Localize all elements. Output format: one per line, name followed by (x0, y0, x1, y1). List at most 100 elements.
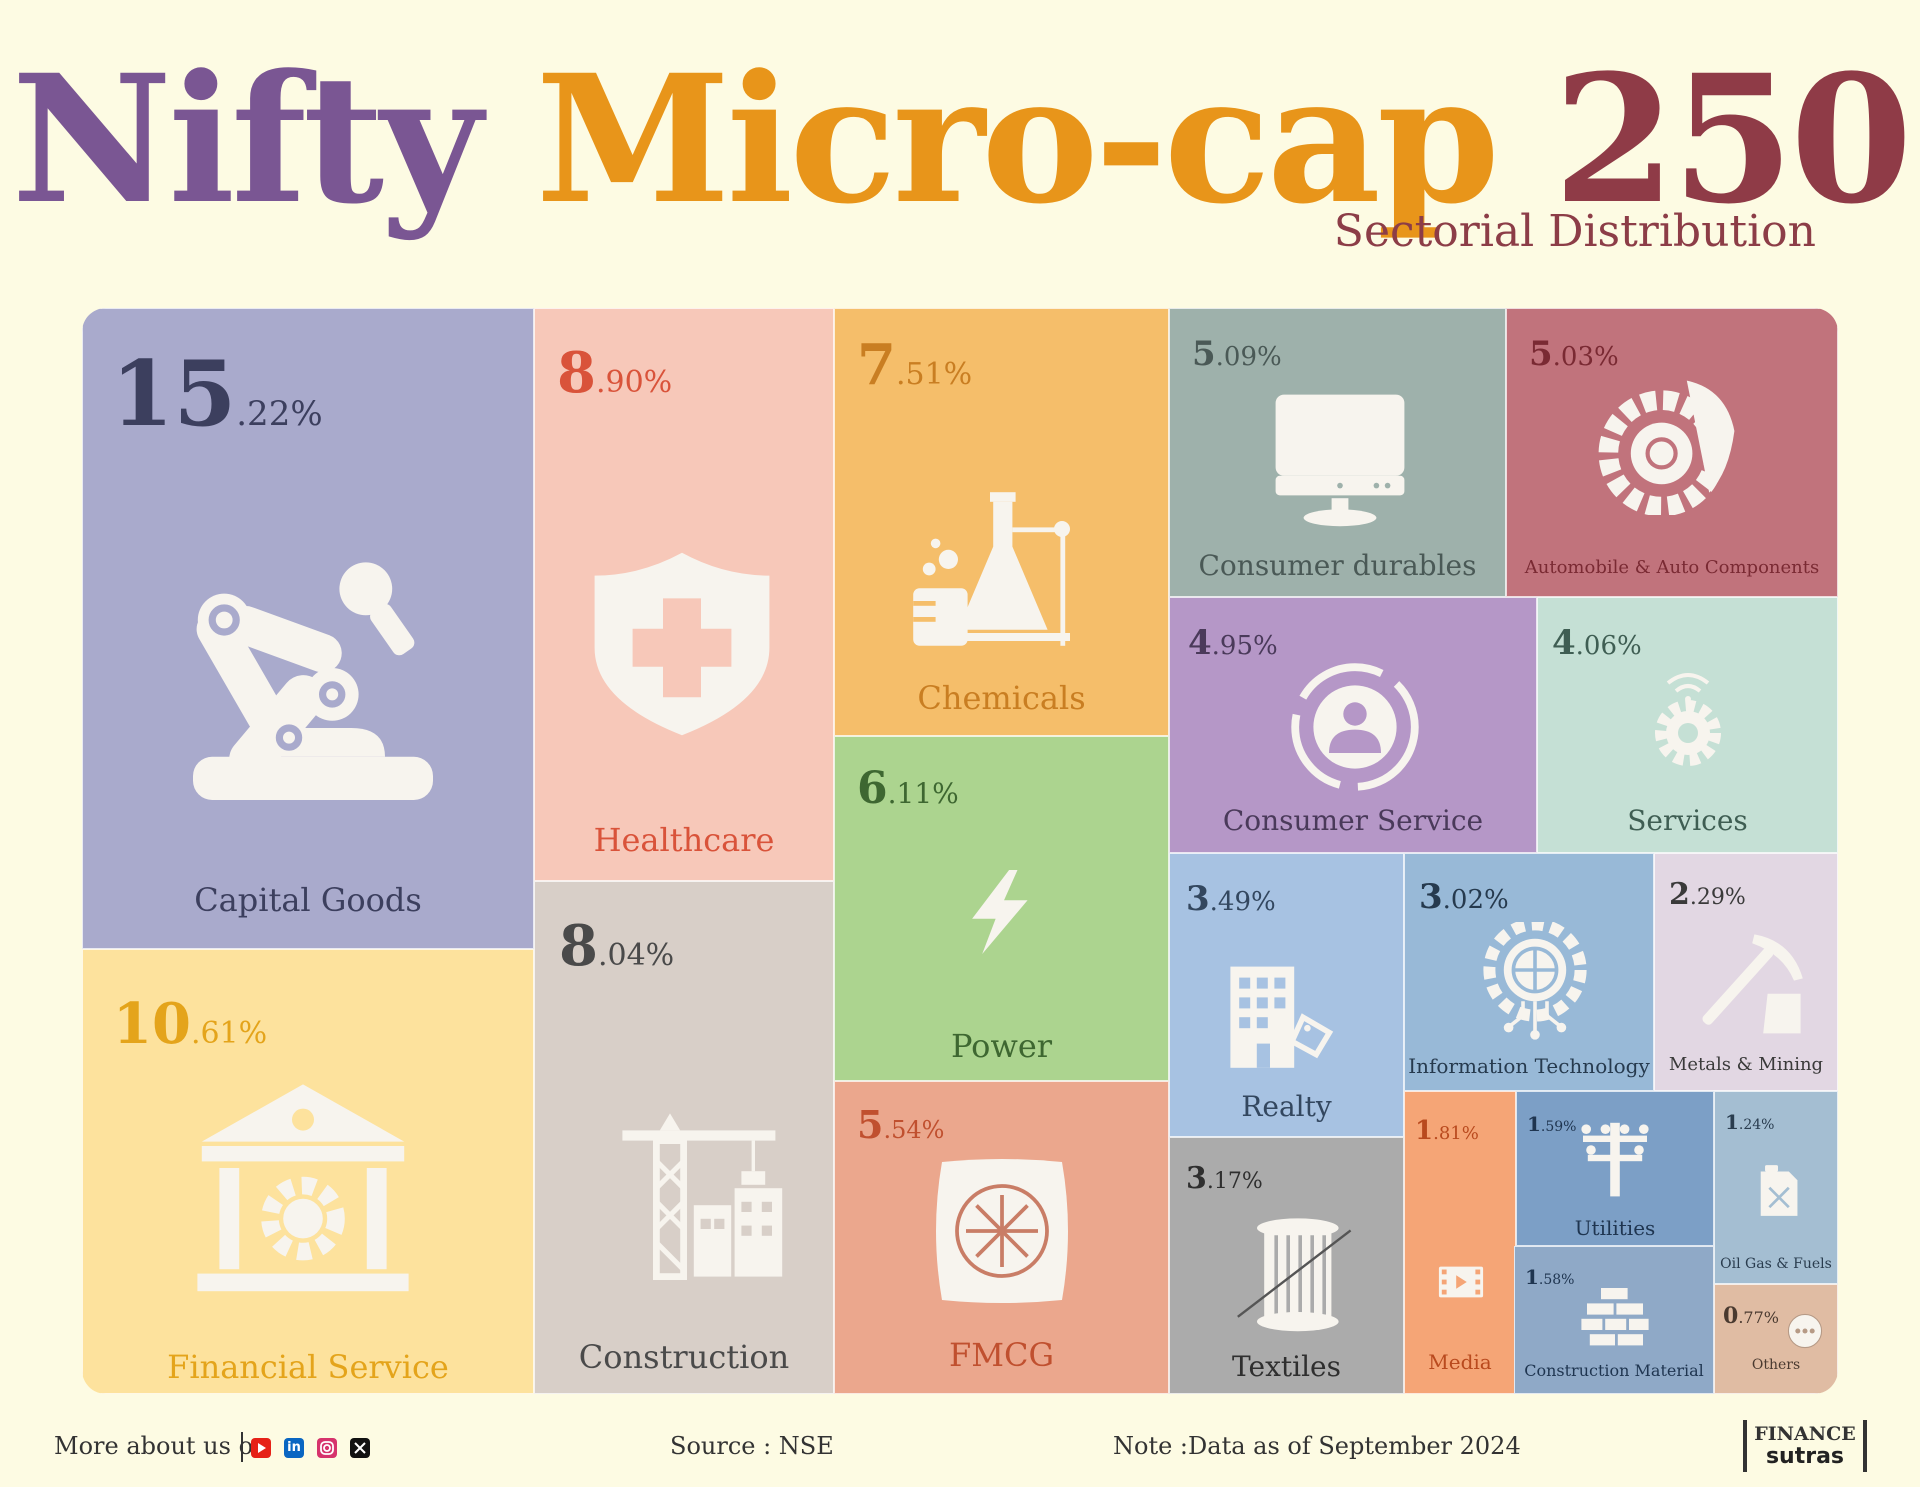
tile-label: Textiles (1232, 1350, 1341, 1383)
percentage-integer: 15 (111, 341, 237, 447)
logo-line2: sutras (1765, 1444, 1845, 1469)
tile-percentage: 1.24% (1725, 1112, 1775, 1132)
tile-label: FMCG (948, 1336, 1054, 1374)
percentage-decimal: .77% (1738, 1308, 1779, 1327)
percentage-decimal: .61% (190, 1016, 268, 1051)
treemap-tile: 1.81% Media (1404, 1091, 1516, 1394)
tile-label: Capital Goods (194, 881, 422, 919)
treemap-chart: 15.22% Capital Goods 10.61% Financial Servi… (82, 308, 1838, 1394)
treemap-tile: 3.49% Realty (1169, 853, 1404, 1137)
treemap-tile: 1.24% Oil Gas & Fuels (1714, 1091, 1838, 1284)
snowflake-bag-icon (927, 1146, 1077, 1316)
dots-icon (1787, 1313, 1823, 1349)
youtube-icon[interactable] (251, 1438, 271, 1458)
logo-line1: FINANCE (1754, 1423, 1856, 1445)
lightning-icon (957, 807, 1041, 1017)
treemap-tile: 2.29% Metals & Mining (1654, 853, 1838, 1091)
tile-percentage: 1.81% (1415, 1118, 1479, 1144)
percentage-integer: 1 (1525, 1265, 1539, 1289)
percentage-integer: 1 (1527, 1112, 1541, 1136)
percentage-integer: 1 (1415, 1116, 1434, 1146)
treemap-tile: 0.77% Others (1714, 1284, 1838, 1394)
tile-percentage: 7.51% (857, 337, 972, 393)
treemap-tile: 4.06% Services (1537, 597, 1838, 853)
tile-percentage: 1.58% (1525, 1267, 1575, 1287)
building-tag-icon (1226, 950, 1336, 1080)
tile-label: Financial Service (167, 1348, 449, 1386)
tile-label: Utilities (1574, 1216, 1656, 1240)
tile-label: Automobile & Auto Components (1524, 557, 1820, 578)
title-250: 250 (1553, 36, 1912, 243)
tile-label: Metals & Mining (1668, 1054, 1824, 1075)
tyre-gear-icon (1595, 375, 1745, 517)
footer-more-about: More about us on (54, 1432, 269, 1460)
tile-label: Services (1627, 804, 1748, 837)
tile-label: Consumer durables (1198, 549, 1477, 582)
globe-gear-icon (1475, 918, 1595, 1042)
treemap-tile: 5.03% Automobile & Auto Components (1506, 308, 1838, 597)
robot-arm-icon (193, 535, 433, 825)
tile-label: Information Technology (1408, 1054, 1650, 1078)
tile-percentage: 10.61% (113, 996, 267, 1052)
percentage-decimal: .09% (1215, 342, 1282, 372)
percentage-decimal: .02% (1442, 885, 1509, 915)
bricks-icon (1575, 1281, 1655, 1351)
percentage-decimal: .54% (883, 1116, 945, 1144)
tile-label: Chemicals (917, 679, 1086, 717)
tile-label: Media (1428, 1350, 1492, 1374)
percentage-decimal: .81% (1433, 1123, 1479, 1144)
percentage-integer: 4 (1188, 623, 1212, 663)
treemap-tile: 5.09% Consumer durables (1169, 308, 1506, 597)
tile-percentage: 3.49% (1186, 882, 1276, 916)
treemap-tile: 1.59% Utilities (1516, 1091, 1714, 1246)
tile-label: Oil Gas & Fuels (1720, 1256, 1832, 1272)
tile-percentage: 5.09% (1192, 337, 1282, 371)
footer-note: Note :Data as of September 2024 (1113, 1432, 1521, 1460)
percentage-decimal: .49% (1209, 887, 1276, 917)
page-subtitle: Sectorial Distribution (1333, 206, 1816, 257)
percentage-integer: 5 (1529, 334, 1553, 374)
percentage-decimal: .90% (595, 365, 673, 400)
monitor-icon (1268, 389, 1412, 529)
treemap-tile: 7.51% Chemicals (834, 308, 1169, 736)
percentage-decimal: .03% (1552, 342, 1619, 372)
instagram-icon[interactable] (317, 1438, 337, 1458)
tile-label: Power (950, 1027, 1053, 1065)
treemap-tile: 3.17% Textiles (1169, 1137, 1404, 1394)
linkedin-icon[interactable]: in (284, 1438, 304, 1458)
gear-wifi-icon (1638, 654, 1738, 784)
tile-percentage: 8.90% (557, 345, 672, 401)
tile-label: Others (1751, 1357, 1801, 1373)
treemap-tile: 4.95% Consumer Service (1169, 597, 1537, 853)
tile-percentage: 15.22% (111, 349, 323, 439)
percentage-decimal: .24% (1738, 1117, 1775, 1133)
percentage-decimal: .22% (236, 394, 323, 434)
footer-divider (241, 1432, 243, 1462)
percentage-decimal: .17% (1206, 1169, 1263, 1194)
treemap-tile: 1.58% Construction Material (1514, 1246, 1714, 1394)
treemap-tile: 6.11% Power (834, 736, 1169, 1081)
percentage-integer: 5 (857, 1102, 884, 1147)
person-circle-icon (1290, 662, 1420, 792)
percentage-integer: 10 (113, 991, 191, 1057)
tile-percentage: 8.04% (559, 918, 674, 974)
percentage-decimal: .51% (895, 357, 973, 392)
tile-label: Construction (578, 1338, 790, 1376)
percentage-decimal: .11% (887, 777, 959, 810)
tile-label: Construction Material (1524, 1361, 1704, 1380)
percentage-decimal: .95% (1211, 631, 1278, 661)
tile-percentage: 2.29% (1669, 880, 1746, 910)
percentage-integer: 5 (1192, 334, 1216, 374)
tile-percentage: 4.95% (1188, 626, 1278, 660)
percentage-decimal: .29% (1689, 885, 1746, 910)
treemap-tile: 10.61% Financial Service (82, 949, 534, 1394)
percentage-integer: 3 (1186, 1161, 1207, 1196)
x-icon[interactable] (350, 1438, 370, 1458)
percentage-integer: 8 (559, 913, 598, 979)
title-microcap: Micro-cap (535, 36, 1500, 243)
tile-percentage: 5.03% (1529, 337, 1619, 371)
treemap-tile: 3.02% Information Technology (1404, 853, 1654, 1091)
treemap-tile: 8.90% Healthcare (534, 308, 834, 881)
treemap-tile: 5.54% FMCG (834, 1081, 1169, 1394)
percentage-integer: 7 (857, 332, 896, 398)
